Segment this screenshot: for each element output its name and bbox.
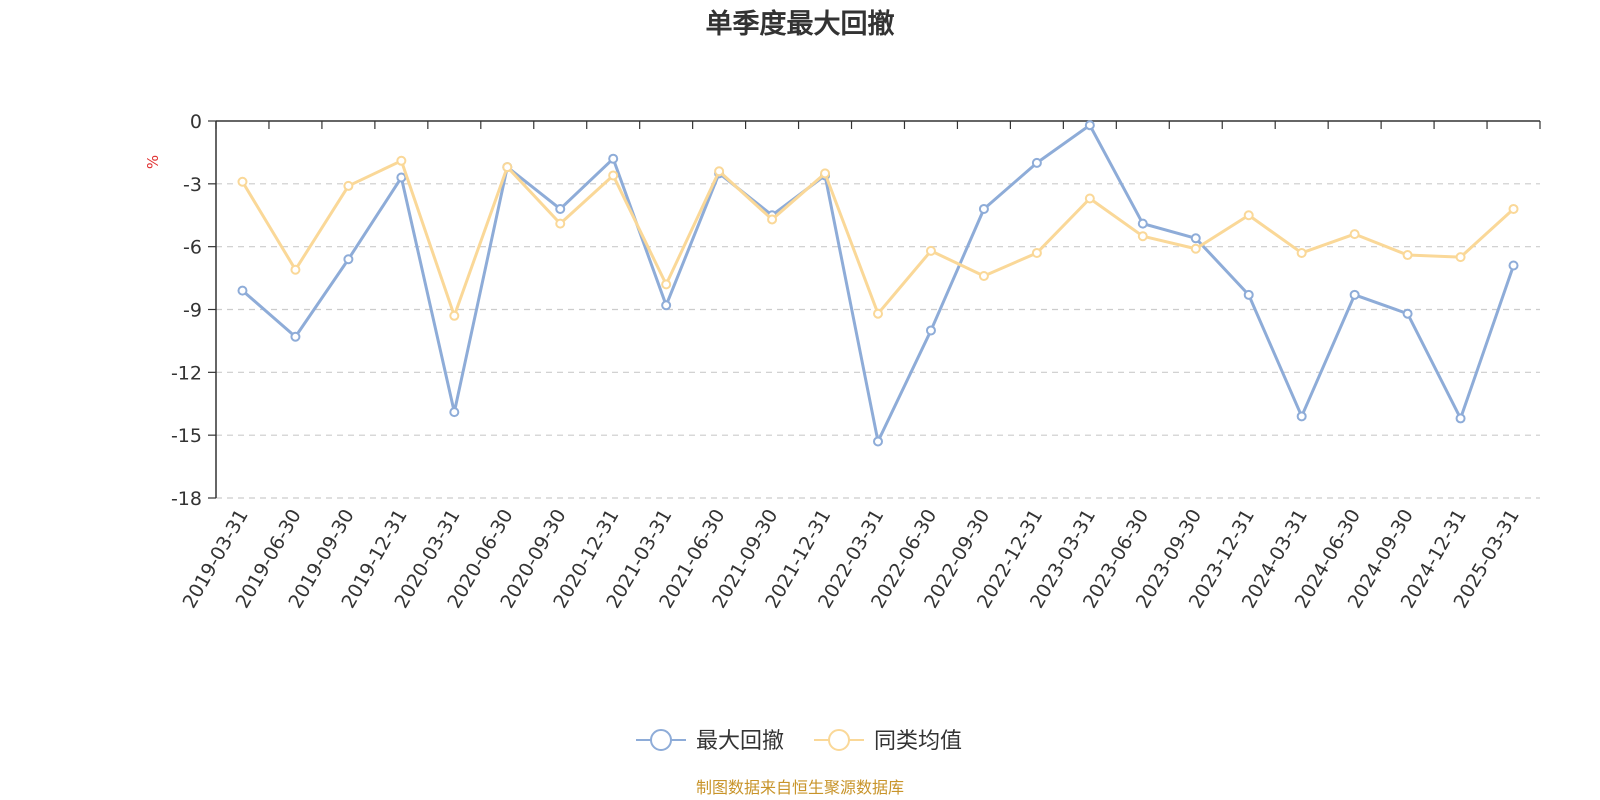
data-point <box>237 285 248 296</box>
series-1 <box>237 120 1519 447</box>
data-source-note: 制图数据来自恒生聚源数据库 <box>696 778 904 797</box>
y-axis-ticks: 0 -3 -6 -9 -12 -15 -18 <box>171 111 216 510</box>
data-point <box>1084 193 1095 204</box>
data-point <box>1349 229 1360 240</box>
series-2 <box>237 155 1519 321</box>
data-point <box>820 168 831 179</box>
data-point <box>873 308 883 319</box>
chart-title: 单季度最大回撤 <box>706 8 895 40</box>
data-point <box>1137 231 1148 242</box>
data-point <box>343 180 354 191</box>
data-point <box>1349 289 1360 300</box>
data-point <box>396 172 407 183</box>
data-point <box>1031 247 1042 258</box>
data-point <box>1508 260 1519 271</box>
data-point <box>1296 247 1307 258</box>
data-point <box>873 436 883 447</box>
data-point <box>1031 157 1042 168</box>
x-axis-ticks: 2019-03-312019-06-302019-09-302019-12-31… <box>179 505 1524 612</box>
data-point <box>449 407 460 418</box>
y-axis-unit: % <box>144 155 162 169</box>
data-point <box>608 170 619 181</box>
data-point <box>608 153 619 164</box>
y-tick-label: 0 <box>190 111 202 133</box>
data-point <box>290 331 301 342</box>
data-point <box>661 279 672 290</box>
legend-marker <box>650 729 672 751</box>
data-point <box>925 325 936 336</box>
data-point <box>290 264 301 275</box>
data-point <box>767 214 778 225</box>
legend-label: 同类均值 <box>874 729 962 754</box>
data-point <box>555 203 566 214</box>
data-point <box>714 166 725 177</box>
data-point <box>237 176 248 187</box>
data-point <box>1455 252 1466 263</box>
series-line <box>241 123 1515 443</box>
y-tick-label: -6 <box>183 237 202 259</box>
data-point <box>1296 411 1307 422</box>
data-point <box>978 270 989 281</box>
data-point <box>1455 413 1466 424</box>
data-point <box>1243 289 1254 300</box>
data-point <box>1137 218 1148 229</box>
data-point <box>449 310 460 321</box>
data-point <box>1084 120 1095 131</box>
data-point <box>555 218 566 229</box>
data-point <box>1243 210 1254 221</box>
y-tick-label: -15 <box>171 425 202 447</box>
data-point <box>502 162 513 173</box>
legend-marker <box>828 729 850 751</box>
series-group <box>237 120 1519 447</box>
y-tick-label: -3 <box>183 174 202 196</box>
data-point <box>925 245 936 256</box>
data-point <box>1402 308 1413 319</box>
data-point <box>1190 243 1201 254</box>
legend-item-2[interactable]: 同类均值 <box>814 729 962 754</box>
y-tick-label: -9 <box>183 300 202 322</box>
y-tick-label: -12 <box>171 362 202 384</box>
data-point <box>1508 203 1519 214</box>
data-point <box>1190 233 1201 244</box>
data-point <box>978 203 989 214</box>
data-point <box>661 300 672 311</box>
legend-item-1[interactable]: 最大回撤 <box>636 729 784 754</box>
legend-label: 最大回撤 <box>696 729 784 754</box>
data-point <box>343 254 354 265</box>
legend[interactable]: 最大回撤 同类均值 <box>636 729 962 754</box>
y-tick-label: -18 <box>171 488 202 510</box>
data-point <box>1402 250 1413 261</box>
data-point <box>396 155 407 166</box>
